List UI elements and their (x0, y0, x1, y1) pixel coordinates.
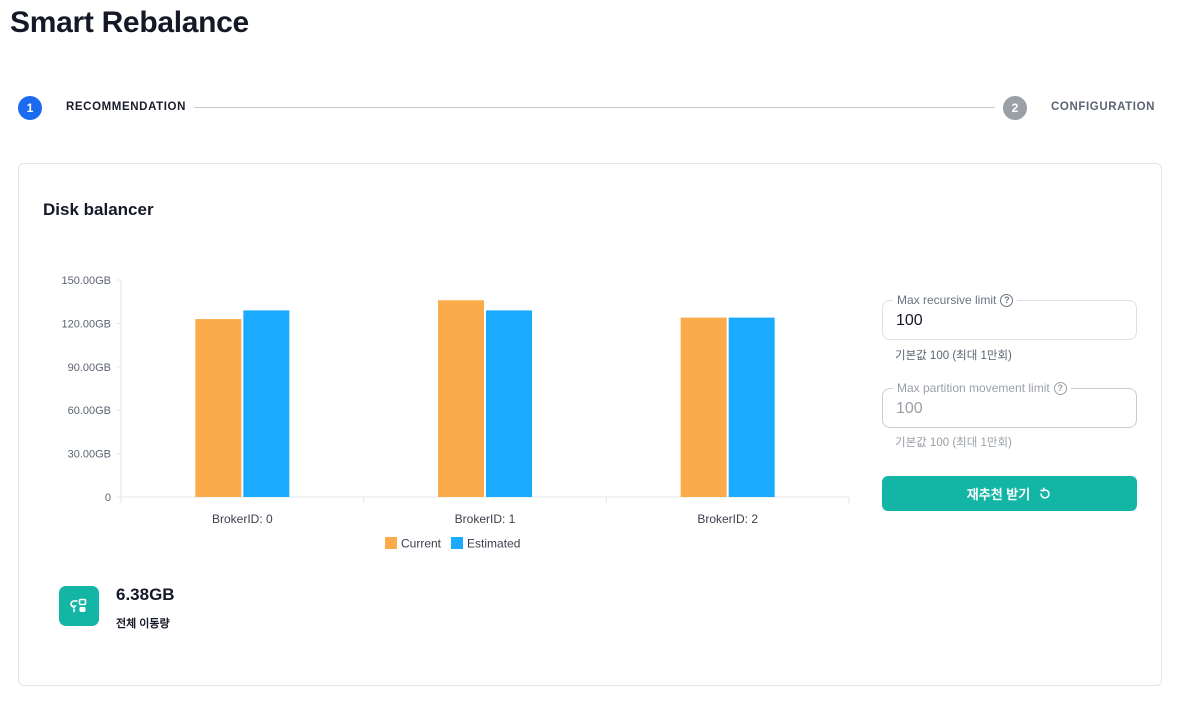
card-title: Disk balancer (43, 200, 154, 219)
step-2-label: CONFIGURATION (1051, 101, 1156, 113)
y-tick-label: 60.00GB (68, 405, 111, 417)
bar-current-1 (438, 300, 484, 497)
max-partition-movement-limit-input[interactable]: 100 (896, 400, 923, 417)
y-tick-label: 30.00GB (68, 449, 111, 461)
x-tick-label: BrokerID: 1 (455, 512, 516, 526)
y-tick-label: 150.00GB (61, 275, 111, 287)
help-circle-icon[interactable]: ? (1000, 293, 1014, 307)
y-tick-label: 0 (105, 492, 111, 504)
max-recursive-limit-field[interactable]: Max recursive limit ? 100 (882, 293, 1137, 340)
legend-swatch-current (385, 537, 397, 549)
legend-label-estimated: Estimated (467, 537, 520, 551)
max-recursive-limit-hint: 기본값 100 (최대 1만회) (895, 350, 1012, 362)
total-movement-value: 6.38GB (116, 585, 175, 604)
total-movement-label: 전체 이동량 (116, 618, 170, 630)
step-2-indicator: 2 (1003, 96, 1027, 120)
bar-estimated-0 (243, 310, 290, 497)
help-circle-icon[interactable]: ? (1053, 381, 1067, 395)
max-partition-movement-limit-hint: 기본값 100 (최대 1만회) (895, 437, 1012, 449)
x-tick-label: BrokerID: 2 (697, 512, 758, 526)
legend-label-current: Current (401, 537, 442, 551)
step-1-indicator: 1 (18, 96, 42, 120)
x-tick-label: BrokerID: 0 (212, 512, 273, 526)
disk-balancer-card: Disk balancer 0 30.00GB 60.00GB 90.00GB 120.… (18, 163, 1162, 686)
step-1-label: RECOMMENDATION (66, 101, 186, 113)
disk-usage-chart: 0 30.00GB 60.00GB 90.00GB 120.00GB 150.00GB Br… (61, 275, 850, 551)
y-tick-label: 90.00GB (68, 362, 111, 374)
max-recursive-limit-input[interactable]: 100 (896, 312, 923, 329)
legend-swatch-estimated (451, 537, 464, 549)
data-transfer-icon (59, 586, 99, 626)
step-connector (194, 107, 995, 108)
bar-estimated-2 (728, 317, 775, 497)
bar-estimated-1 (486, 310, 532, 497)
refresh-icon (1040, 486, 1050, 499)
re-recommend-button-label: 재추천 받기 (966, 487, 1031, 502)
bar-current-2 (680, 317, 727, 497)
stepper: 1 RECOMMENDATION 2 CONFIGURATION (18, 96, 1158, 120)
page-title: Smart Rebalance (10, 6, 249, 39)
y-tick-label: 120.00GB (61, 318, 111, 330)
re-recommend-button[interactable]: 재추천 받기 (882, 476, 1137, 511)
bar-current-0 (195, 319, 242, 497)
max-partition-movement-limit-label: Max partition movement limit (897, 381, 1050, 395)
max-partition-movement-limit-field[interactable]: Max partition movement limit ? 100 (882, 381, 1137, 428)
max-recursive-limit-label: Max recursive limit (897, 293, 997, 307)
